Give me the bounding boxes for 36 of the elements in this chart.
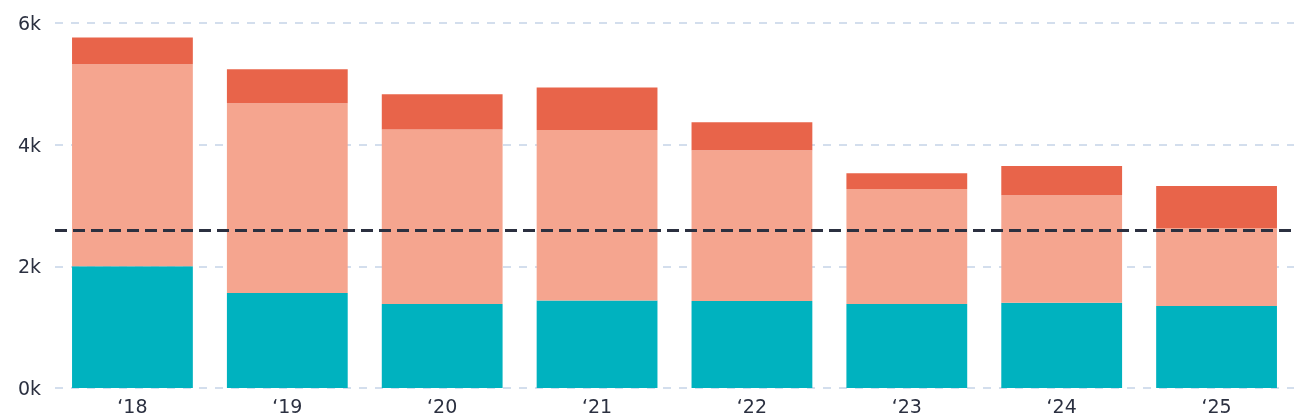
x-tick-label: ‘25 — [1201, 394, 1232, 417]
bar — [381, 94, 503, 130]
x-tick-label: ‘18 — [117, 394, 148, 417]
bar — [536, 87, 658, 131]
x-tick-label: ‘22 — [736, 394, 768, 417]
bar — [536, 300, 658, 388]
bar — [846, 189, 968, 305]
x-tick-label: ‘21 — [581, 394, 613, 417]
bar — [381, 304, 503, 388]
bar — [72, 37, 193, 65]
bar — [846, 304, 968, 388]
bar — [226, 293, 348, 388]
bar — [691, 150, 813, 302]
bar — [72, 266, 193, 388]
bar — [1156, 186, 1277, 229]
bar — [226, 69, 348, 104]
x-tick-label: ‘23 — [891, 394, 922, 417]
x-tick-label: ‘24 — [1046, 394, 1077, 417]
bar — [226, 103, 348, 294]
bar — [1156, 305, 1277, 388]
bar — [1156, 228, 1277, 306]
bar — [72, 64, 193, 267]
bar — [536, 130, 658, 301]
x-tick-label: ‘20 — [427, 394, 458, 417]
y-tick-label: 2k — [17, 255, 41, 278]
bar — [691, 122, 813, 151]
bar — [1001, 302, 1123, 388]
y-tick-label: 4k — [17, 133, 41, 156]
bar — [1001, 195, 1123, 303]
bar — [381, 129, 503, 305]
y-tick-label: 6k — [17, 12, 41, 34]
bar — [691, 301, 813, 388]
y-tick-label: 0k — [17, 377, 41, 399]
bar — [846, 173, 968, 190]
x-tick-label: ‘19 — [272, 394, 303, 417]
bar — [1001, 165, 1123, 196]
